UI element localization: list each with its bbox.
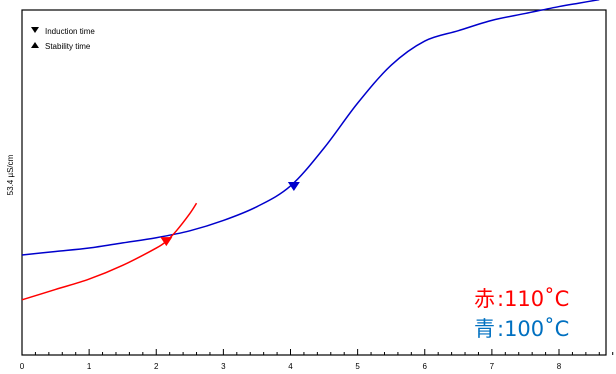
legend: Induction time Stability time — [31, 27, 95, 51]
x-tick-label: 3 — [221, 362, 226, 371]
x-tick-label: 2 — [154, 362, 159, 371]
x-tick-label: 8 — [557, 362, 562, 371]
x-axis-ticks: 0 1 2 3 4 5 6 7 8 — [20, 349, 614, 371]
x-tick-label: 1 — [87, 362, 92, 371]
legend-induction-label: Induction time — [45, 27, 95, 36]
series-line-1 — [21, 202, 198, 301]
series-layer — [21, 0, 600, 301]
induction-marker-icon — [31, 27, 39, 33]
annotation-red-char: 赤 — [474, 287, 495, 311]
annotation-blue: 青 :100˚C — [474, 317, 569, 341]
induction-time-marker — [287, 181, 300, 191]
x-tick-label: 0 — [20, 362, 25, 371]
annotation-red: 赤 :110˚C — [474, 287, 569, 311]
x-tick-label: 5 — [355, 362, 360, 371]
y-axis-label: 53.4 µS/cm — [6, 154, 15, 195]
annotation-blue-text: :100˚C — [497, 317, 569, 341]
stability-marker-icon — [31, 42, 39, 48]
annotation-blue-char: 青 — [474, 317, 495, 341]
annotation-red-text: :110˚C — [497, 287, 569, 311]
plot-frame — [21, 9, 607, 356]
legend-stability-label: Stability time — [45, 42, 91, 51]
x-tick-label: 4 — [288, 362, 293, 371]
x-tick-label: 7 — [490, 362, 495, 371]
series-line-0 — [21, 0, 600, 256]
induction-time-marker — [160, 237, 173, 247]
x-tick-label: 6 — [423, 362, 428, 371]
